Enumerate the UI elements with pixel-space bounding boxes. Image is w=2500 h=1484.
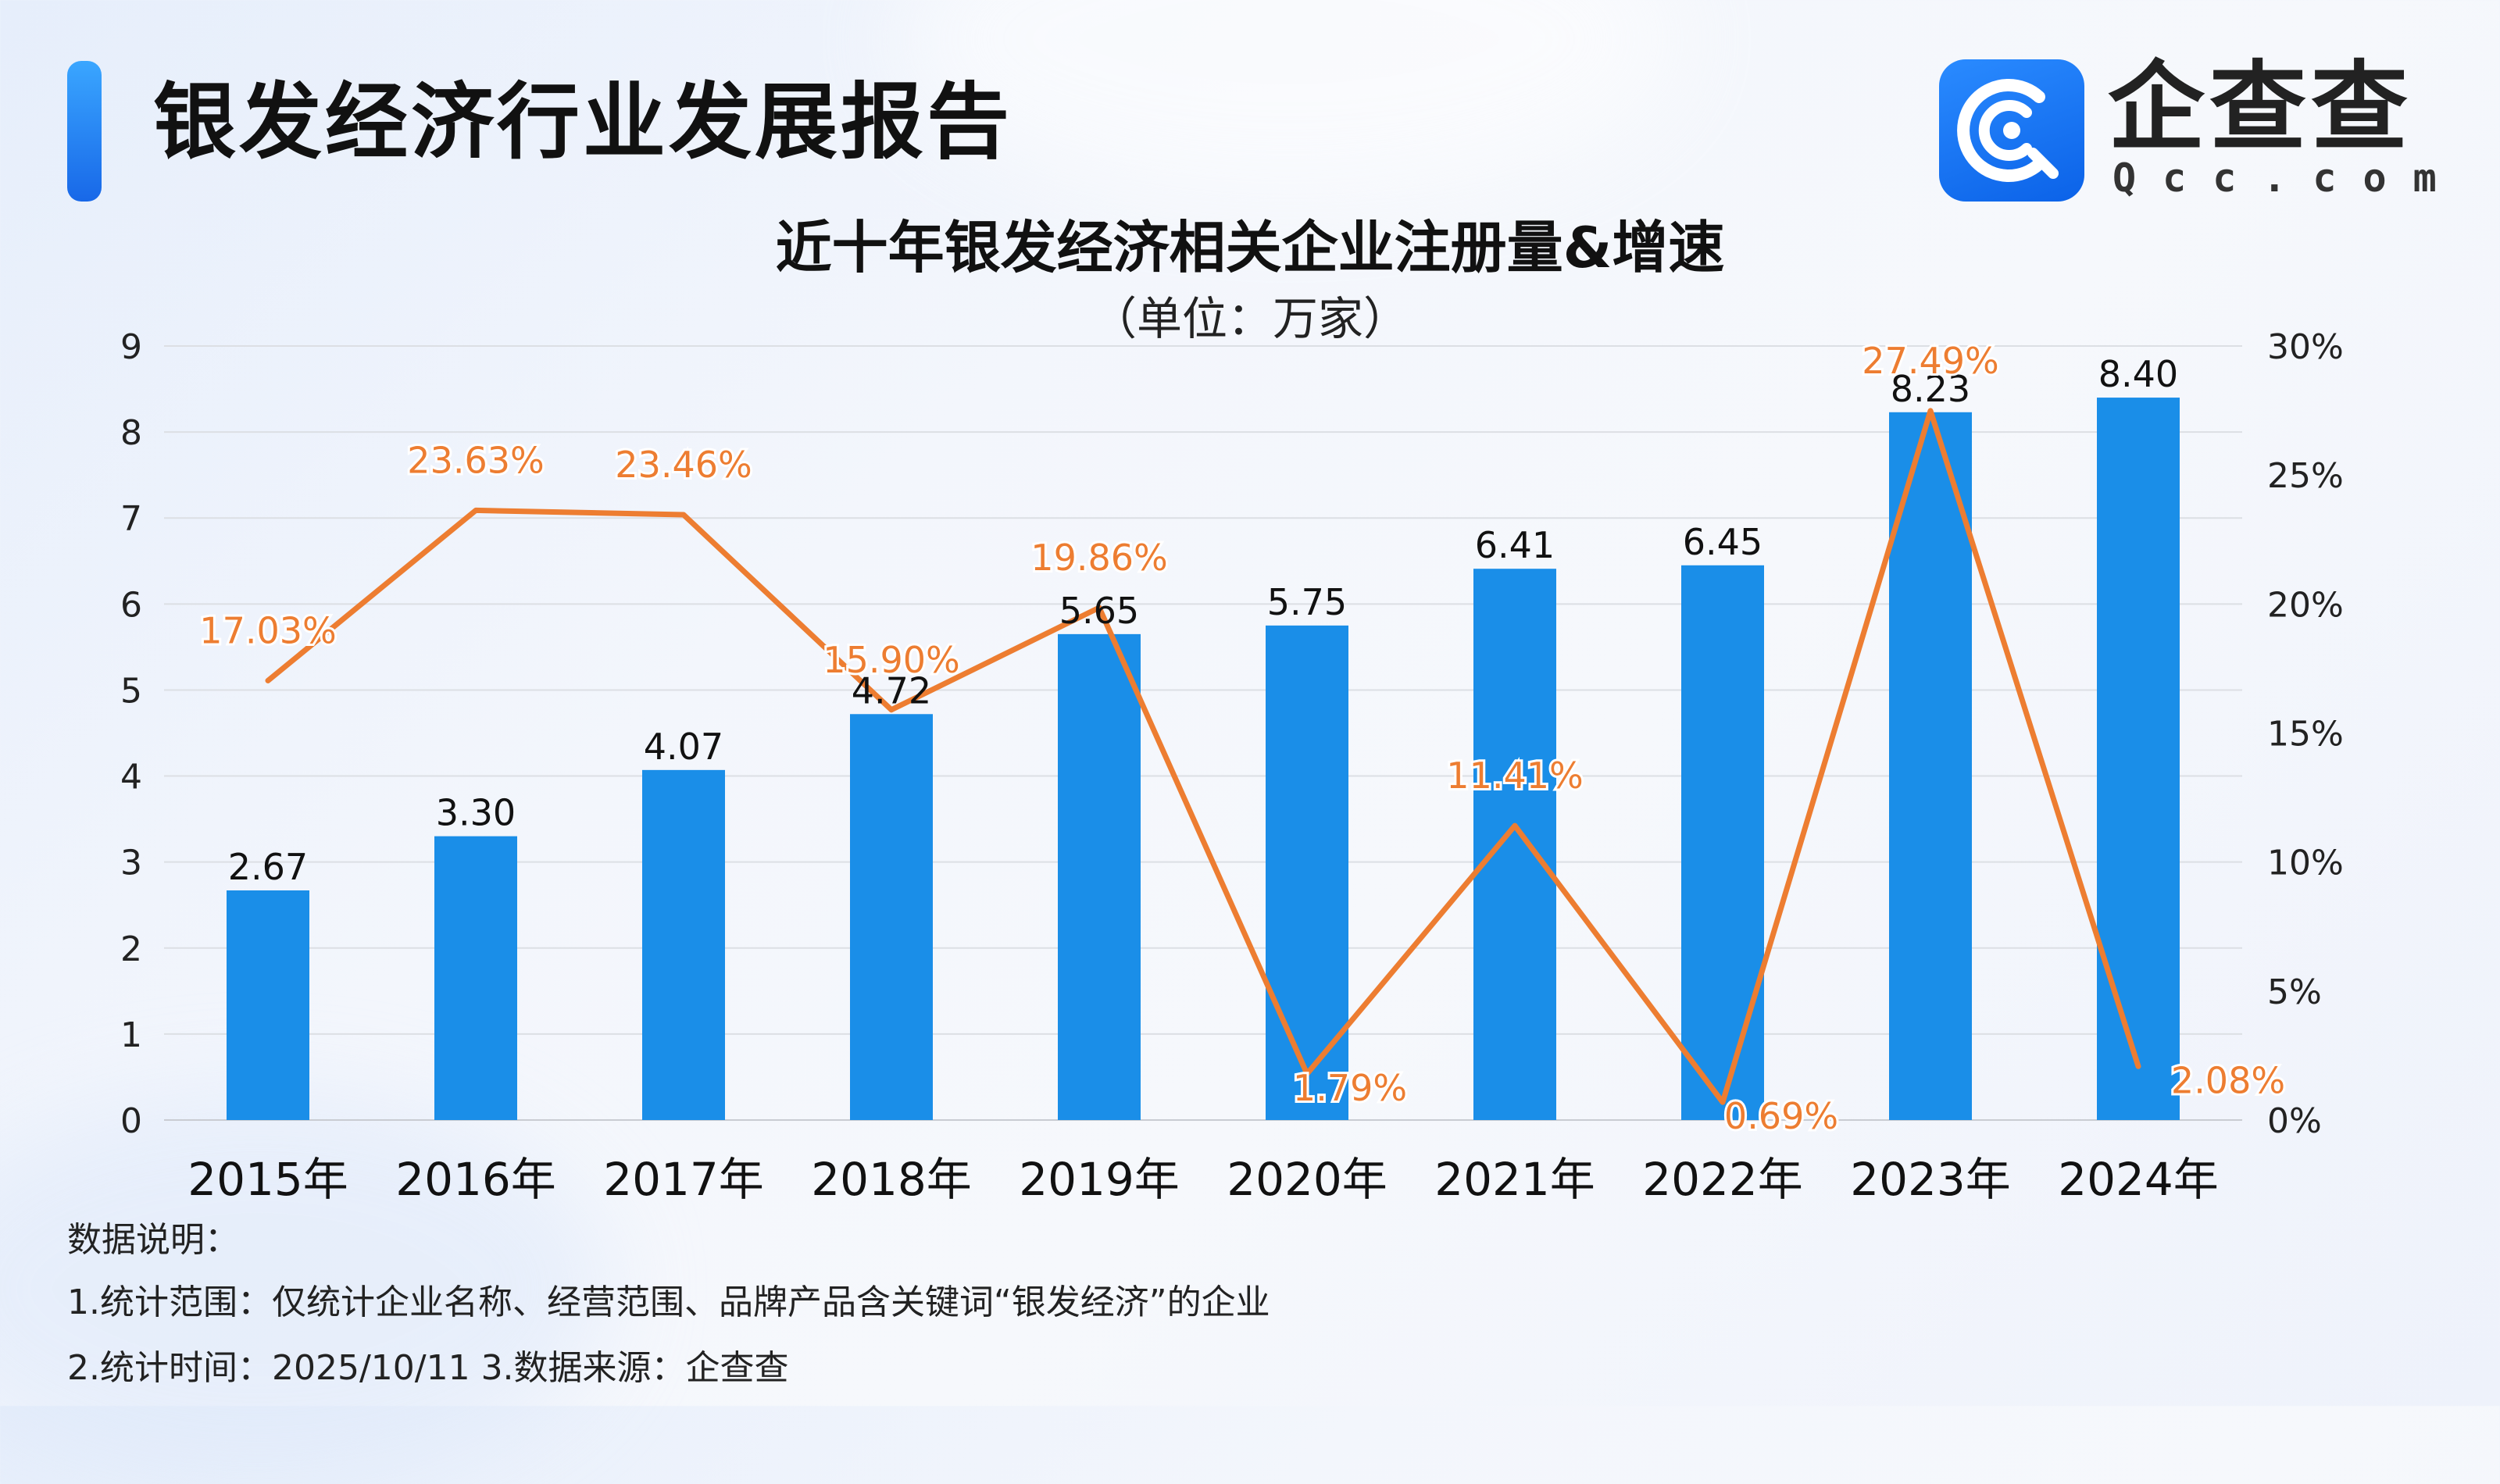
y-left-tick-label: 1	[120, 1015, 142, 1055]
y-left-tick-label: 2	[120, 929, 142, 969]
y-right-tick-label: 20%	[2267, 585, 2344, 625]
bar-value-label: 6.45	[1683, 521, 1762, 563]
bar	[434, 836, 517, 1120]
y-left-tick-label: 8	[120, 413, 142, 453]
y-left-tick-label: 0	[120, 1101, 142, 1141]
y-axis-left: 0 1 2 3 4 5 6 7 8 9	[120, 327, 142, 1141]
combo-chart: 近十年银发经济相关企业注册量&增速 （单位：万家） 0 1 2 3 4 5 6 7 8 9 0% 5…	[120, 215, 2344, 1206]
bar	[1266, 625, 1348, 1120]
x-tick-label: 2019年	[1019, 1153, 1180, 1206]
logo-domain: Qcc.com	[2112, 155, 2463, 201]
x-tick-label: 2020年	[1227, 1153, 1388, 1206]
x-tick-label: 2015年	[188, 1153, 348, 1206]
y-left-tick-label: 9	[120, 327, 142, 367]
y-right-tick-label: 25%	[2267, 456, 2344, 496]
x-axis: 2015年 2016年 2017年 2018年 2019年 2020年 2021年 2022年…	[188, 1153, 2219, 1206]
bar-value-label: 5.75	[1267, 581, 1347, 623]
bar	[850, 714, 933, 1120]
x-tick-label: 2022年	[1642, 1153, 1803, 1206]
x-tick-label: 2018年	[811, 1153, 972, 1206]
page-title: 银发经济行业发展报告	[153, 74, 1012, 170]
bar	[642, 769, 725, 1120]
bar-value-label: 8.23	[1891, 368, 1970, 410]
line-value-label: 0.69%	[1724, 1095, 1838, 1137]
line-value-label: 19.86%	[1030, 537, 1167, 579]
y-right-tick-label: 30%	[2267, 327, 2344, 367]
bar-value-label: 8.40	[2098, 353, 2178, 395]
line-value-label: 1.79%	[1293, 1067, 1407, 1109]
chart-title: 近十年银发经济相关企业注册量&增速	[776, 215, 1725, 280]
bar	[2097, 398, 2180, 1121]
notes-line-2: 2.统计时间：2025/10/11 3.数据来源：企查查	[67, 1348, 789, 1388]
chart-subtitle: （单位：万家）	[1091, 292, 1409, 345]
y-axis-right: 0% 5% 10% 15% 20% 25% 30%	[2267, 327, 2344, 1141]
bar	[1889, 412, 1972, 1120]
line-value-label: 2.08%	[2171, 1059, 2285, 1101]
line-value-label: 23.63%	[407, 439, 544, 481]
qcc-logo-mark	[1957, 79, 2059, 182]
x-tick-label: 2023年	[1850, 1153, 2011, 1206]
bar-series	[227, 398, 2180, 1121]
bar-data-labels: 2.67 3.30 4.07 4.72 5.65 5.75 6.41 6.45 8.23 8.40	[228, 353, 2178, 888]
y-right-tick-label: 5%	[2267, 972, 2322, 1012]
bar	[1058, 633, 1141, 1120]
x-tick-label: 2017年	[603, 1153, 764, 1206]
y-left-tick-label: 5	[120, 671, 142, 711]
logo-name: 企查查	[2108, 52, 2413, 164]
bar-value-label: 4.72	[852, 669, 931, 712]
bar	[1681, 565, 1764, 1120]
bar-value-label: 4.07	[644, 726, 723, 768]
growth-line	[265, 408, 2141, 1105]
line-series	[265, 408, 2141, 1105]
y-left-tick-label: 3	[120, 844, 142, 883]
y-right-tick-label: 0%	[2267, 1101, 2322, 1141]
x-tick-label: 2021年	[1434, 1153, 1595, 1206]
line-data-labels: 17.03% 23.63% 23.46% 15.90% 19.86% 1.79% 11.41…	[197, 337, 2288, 1140]
bar	[227, 890, 309, 1120]
line-value-label: 17.03%	[199, 609, 336, 651]
y-right-tick-label: 10%	[2267, 844, 2344, 883]
bar-value-label: 3.30	[436, 792, 516, 834]
y-right-tick-label: 15%	[2267, 715, 2344, 754]
bar-value-label: 6.41	[1475, 524, 1555, 566]
y-left-tick-label: 4	[120, 758, 142, 797]
bar	[1473, 569, 1556, 1120]
line-value-label: 23.46%	[615, 444, 752, 486]
bar-value-label: 2.67	[228, 846, 308, 888]
x-tick-label: 2024年	[2058, 1153, 2219, 1206]
line-value-label: 11.41%	[1446, 754, 1583, 797]
y-left-tick-label: 7	[120, 499, 142, 539]
x-tick-label: 2016年	[395, 1153, 556, 1206]
notes-heading: 数据说明：	[67, 1220, 239, 1260]
y-left-tick-label: 6	[120, 585, 142, 625]
notes-line-1: 1.统计范围：仅统计企业名称、经营范围、品牌产品含关键词“银发经济”的企业	[67, 1282, 1270, 1322]
bar-value-label: 5.65	[1059, 590, 1139, 632]
qcc-logo-icon	[1939, 59, 2084, 202]
title-accent-bar	[67, 61, 102, 202]
line-value-label: 27.49%	[1862, 340, 1998, 382]
line-value-label: 15.90%	[823, 639, 959, 681]
